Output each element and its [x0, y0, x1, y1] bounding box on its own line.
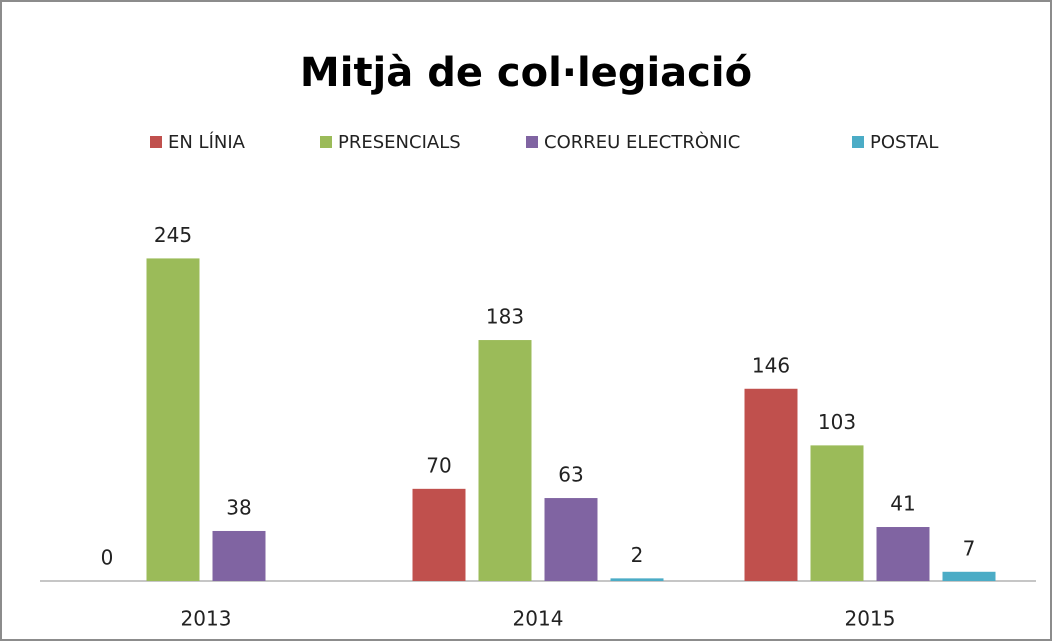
data-label: 38: [226, 495, 251, 519]
bar: [876, 527, 930, 581]
x-tick-label: 2013: [181, 607, 232, 631]
legend-swatch: [320, 136, 332, 148]
legend-label: EN LÍNIA: [168, 131, 246, 153]
bar: [942, 571, 996, 581]
data-label: 245: [154, 223, 192, 247]
bar: [810, 445, 864, 581]
legend-swatch: [150, 136, 162, 148]
data-label: 0: [101, 546, 114, 570]
chart-title: Mitjà de col·legiació: [300, 50, 752, 96]
x-tick-label: 2015: [845, 607, 896, 631]
legend-swatch: [526, 136, 538, 148]
x-tick-label: 2014: [513, 607, 564, 631]
bar: [744, 388, 798, 581]
data-label: 183: [486, 305, 524, 329]
legend-label: CORREU ELECTRÒNIC: [544, 131, 740, 153]
data-label: 7: [963, 536, 976, 560]
legend-label: PRESENCIALS: [338, 132, 461, 153]
data-label: 146: [752, 353, 790, 377]
bar: [544, 498, 598, 581]
bar: [412, 488, 466, 581]
bar: [610, 578, 664, 581]
data-label: 63: [558, 463, 583, 487]
data-label: 103: [818, 410, 856, 434]
bar: [212, 530, 266, 581]
bar: [146, 258, 200, 581]
data-label: 70: [426, 453, 451, 477]
legend-label: POSTAL: [870, 132, 938, 153]
legend-swatch: [852, 136, 864, 148]
data-label: 2: [631, 543, 644, 567]
bar: [478, 340, 532, 581]
data-label: 41: [890, 492, 915, 516]
